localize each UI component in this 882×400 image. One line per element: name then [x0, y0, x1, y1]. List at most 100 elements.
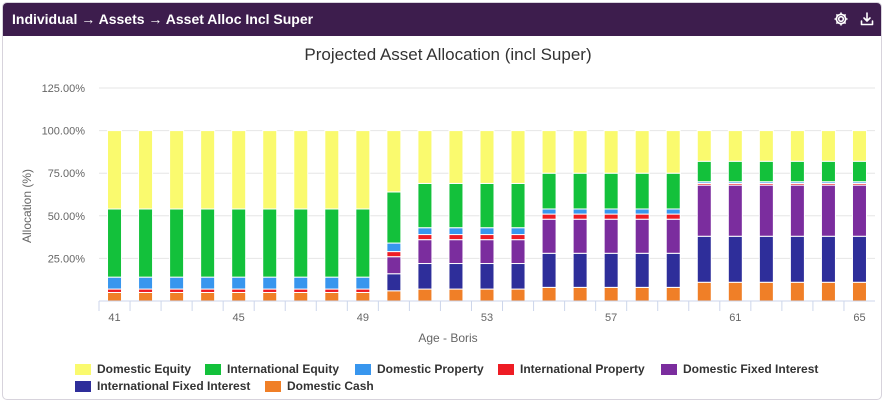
- bar-segment-domestic-property[interactable]: [169, 276, 185, 290]
- bar-segment-domestic-property[interactable]: [324, 276, 340, 290]
- bar-segment-domestic-fixed-interest[interactable]: [789, 184, 805, 237]
- bar-segment-domestic-cash[interactable]: [355, 291, 371, 302]
- bar-stack-age-41[interactable]: [107, 130, 123, 302]
- bar-segment-international-equity[interactable]: [138, 208, 154, 278]
- bar-segment-international-fixed-interest[interactable]: [386, 273, 402, 292]
- bar-segment-domestic-cash[interactable]: [665, 286, 681, 302]
- bar-segment-international-equity[interactable]: [696, 160, 712, 183]
- bar-segment-domestic-fixed-interest[interactable]: [820, 184, 836, 237]
- bar-segment-domestic-equity[interactable]: [603, 130, 619, 174]
- bar-segment-domestic-equity[interactable]: [541, 130, 557, 174]
- bar-segment-international-property[interactable]: [324, 288, 340, 293]
- bar-segment-domestic-equity[interactable]: [665, 130, 681, 174]
- bar-segment-domestic-equity[interactable]: [510, 130, 526, 184]
- bar-segment-domestic-equity[interactable]: [789, 130, 805, 162]
- bar-segment-international-equity[interactable]: [603, 172, 619, 210]
- legend-item-international-fixed-interest[interactable]: International Fixed Interest: [75, 378, 250, 394]
- bar-segment-international-property[interactable]: [107, 288, 123, 293]
- bar-segment-domestic-equity[interactable]: [138, 130, 154, 210]
- bar-stack-age-46[interactable]: [262, 130, 278, 302]
- bar-segment-domestic-cash[interactable]: [541, 286, 557, 302]
- bar-segment-domestic-cash[interactable]: [231, 291, 247, 302]
- bar-segment-domestic-equity[interactable]: [107, 130, 123, 210]
- bar-segment-domestic-property[interactable]: [572, 208, 588, 215]
- bar-segment-domestic-cash[interactable]: [820, 281, 836, 302]
- bar-segment-domestic-equity[interactable]: [479, 130, 495, 184]
- bar-segment-international-fixed-interest[interactable]: [758, 235, 774, 283]
- bar-segment-international-equity[interactable]: [107, 208, 123, 278]
- bar-segment-international-fixed-interest[interactable]: [696, 235, 712, 283]
- bar-segment-international-fixed-interest[interactable]: [603, 252, 619, 288]
- bar-segment-international-equity[interactable]: [665, 172, 681, 210]
- bar-segment-international-property[interactable]: [479, 234, 495, 241]
- legend-item-international-equity[interactable]: International Equity: [205, 361, 339, 377]
- bar-segment-international-equity[interactable]: [169, 208, 185, 278]
- bar-segment-international-property[interactable]: [510, 234, 526, 241]
- bar-segment-domestic-equity[interactable]: [386, 130, 402, 193]
- bar-segment-domestic-fixed-interest[interactable]: [851, 184, 867, 237]
- bar-segment-domestic-equity[interactable]: [355, 130, 371, 210]
- bar-stack-age-61[interactable]: [727, 130, 743, 302]
- bar-segment-domestic-property[interactable]: [665, 208, 681, 215]
- bar-segment-domestic-equity[interactable]: [634, 130, 650, 174]
- bar-segment-domestic-equity[interactable]: [758, 130, 774, 162]
- bar-segment-domestic-equity[interactable]: [200, 130, 216, 210]
- bar-segment-domestic-equity[interactable]: [696, 130, 712, 162]
- bar-stack-age-64[interactable]: [820, 130, 836, 302]
- bar-segment-international-property[interactable]: [169, 288, 185, 293]
- bar-segment-international-equity[interactable]: [293, 208, 309, 278]
- bar-segment-domestic-cash[interactable]: [727, 281, 743, 302]
- bar-segment-international-property[interactable]: [355, 288, 371, 293]
- bar-segment-international-fixed-interest[interactable]: [541, 252, 557, 288]
- bar-segment-international-equity[interactable]: [231, 208, 247, 278]
- bar-segment-domestic-cash[interactable]: [789, 281, 805, 302]
- bar-stack-age-50[interactable]: [386, 130, 402, 302]
- legend-item-domestic-fixed-interest[interactable]: Domestic Fixed Interest: [661, 361, 818, 377]
- bar-stack-age-55[interactable]: [541, 130, 557, 302]
- bar-segment-domestic-property[interactable]: [231, 276, 247, 290]
- bar-segment-international-fixed-interest[interactable]: [665, 252, 681, 288]
- bar-segment-international-equity[interactable]: [448, 182, 464, 229]
- bar-segment-domestic-cash[interactable]: [510, 288, 526, 302]
- bar-segment-domestic-property[interactable]: [107, 276, 123, 290]
- bar-segment-international-equity[interactable]: [541, 172, 557, 210]
- bar-stack-age-57[interactable]: [603, 130, 619, 302]
- bar-stack-age-53[interactable]: [479, 130, 495, 302]
- gear-icon[interactable]: [833, 11, 849, 27]
- bar-segment-domestic-property[interactable]: [541, 208, 557, 215]
- legend-item-domestic-equity[interactable]: Domestic Equity: [75, 361, 191, 377]
- bar-segment-international-fixed-interest[interactable]: [851, 235, 867, 283]
- bar-segment-international-fixed-interest[interactable]: [479, 263, 495, 290]
- bar-segment-international-equity[interactable]: [262, 208, 278, 278]
- bar-segment-international-equity[interactable]: [758, 160, 774, 183]
- bar-segment-domestic-property[interactable]: [355, 276, 371, 290]
- bar-segment-domestic-cash[interactable]: [603, 286, 619, 302]
- legend-item-domestic-property[interactable]: Domestic Property: [355, 361, 484, 377]
- bar-stack-age-58[interactable]: [634, 130, 650, 302]
- bar-segment-domestic-fixed-interest[interactable]: [603, 218, 619, 254]
- bar-segment-domestic-property[interactable]: [510, 227, 526, 236]
- bar-stack-age-60[interactable]: [696, 130, 712, 302]
- bar-segment-international-property[interactable]: [386, 251, 402, 258]
- bar-stack-age-44[interactable]: [200, 130, 216, 302]
- bar-stack-age-48[interactable]: [324, 130, 340, 302]
- bar-segment-domestic-fixed-interest[interactable]: [448, 239, 464, 265]
- download-icon[interactable]: [859, 11, 875, 27]
- bar-segment-domestic-cash[interactable]: [758, 281, 774, 302]
- bar-segment-domestic-cash[interactable]: [200, 291, 216, 302]
- bar-segment-domestic-fixed-interest[interactable]: [541, 218, 557, 254]
- bar-segment-domestic-cash[interactable]: [138, 291, 154, 302]
- bar-segment-domestic-property[interactable]: [479, 227, 495, 236]
- bar-segment-domestic-fixed-interest[interactable]: [727, 184, 743, 237]
- bar-segment-domestic-equity[interactable]: [231, 130, 247, 210]
- bar-segment-international-equity[interactable]: [324, 208, 340, 278]
- bar-segment-domestic-property[interactable]: [138, 276, 154, 290]
- bar-segment-international-property[interactable]: [634, 213, 650, 220]
- bar-segment-domestic-cash[interactable]: [107, 291, 123, 302]
- bar-segment-domestic-fixed-interest[interactable]: [758, 184, 774, 237]
- bar-segment-domestic-fixed-interest[interactable]: [572, 218, 588, 254]
- bar-segment-domestic-property[interactable]: [262, 276, 278, 290]
- bar-segment-international-fixed-interest[interactable]: [820, 235, 836, 283]
- bar-stack-age-45[interactable]: [231, 130, 247, 302]
- bar-segment-international-fixed-interest[interactable]: [634, 252, 650, 288]
